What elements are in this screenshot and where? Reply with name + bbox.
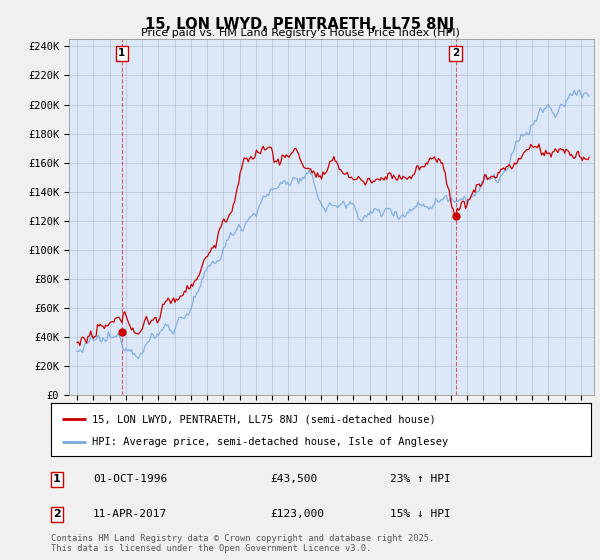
- Text: 1: 1: [118, 48, 125, 58]
- Text: 23% ↑ HPI: 23% ↑ HPI: [390, 474, 451, 484]
- Text: 2: 2: [53, 509, 61, 519]
- Text: £43,500: £43,500: [270, 474, 317, 484]
- Text: £123,000: £123,000: [270, 509, 324, 519]
- Text: HPI: Average price, semi-detached house, Isle of Anglesey: HPI: Average price, semi-detached house,…: [91, 436, 448, 446]
- Text: 15, LON LWYD, PENTRAETH, LL75 8NJ (semi-detached house): 15, LON LWYD, PENTRAETH, LL75 8NJ (semi-…: [91, 414, 435, 424]
- Text: 15, LON LWYD, PENTRAETH, LL75 8NJ: 15, LON LWYD, PENTRAETH, LL75 8NJ: [145, 17, 455, 32]
- Text: Price paid vs. HM Land Registry's House Price Index (HPI): Price paid vs. HM Land Registry's House …: [140, 28, 460, 38]
- Text: 15% ↓ HPI: 15% ↓ HPI: [390, 509, 451, 519]
- Text: 01-OCT-1996: 01-OCT-1996: [93, 474, 167, 484]
- Text: 11-APR-2017: 11-APR-2017: [93, 509, 167, 519]
- Text: 1: 1: [53, 474, 61, 484]
- Text: 2: 2: [452, 48, 459, 58]
- Text: Contains HM Land Registry data © Crown copyright and database right 2025.
This d: Contains HM Land Registry data © Crown c…: [51, 534, 434, 553]
